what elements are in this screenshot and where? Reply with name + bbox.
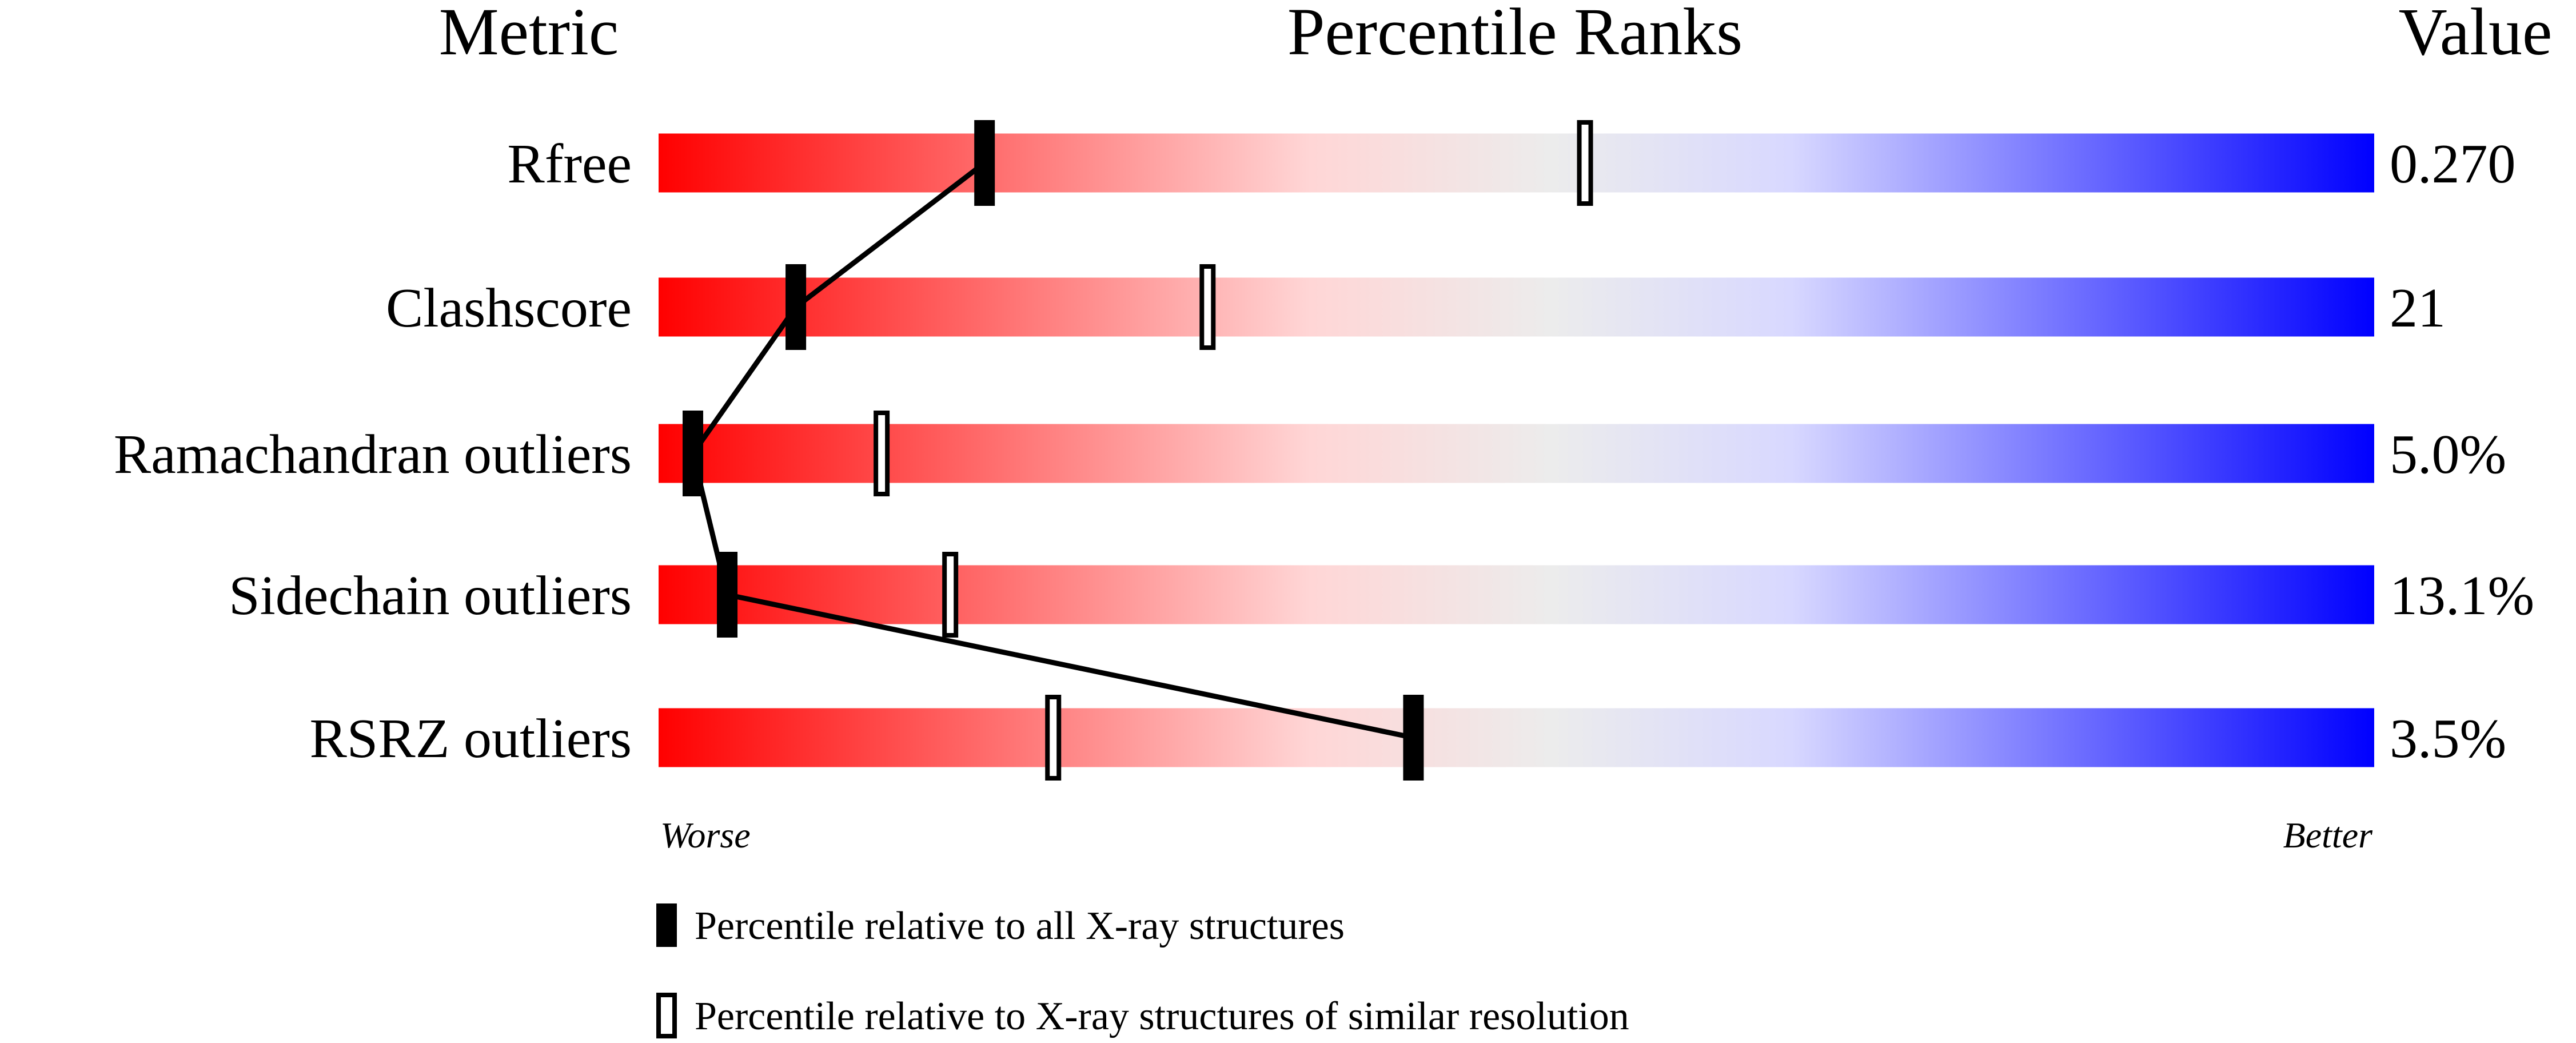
metric-value: 0.270 (2390, 133, 2516, 195)
marker-similar-resolution (942, 552, 959, 638)
marker-all-structures (974, 120, 995, 206)
axis-label-better: Better (2283, 815, 2373, 855)
percentile-bar (659, 708, 2374, 767)
metric-label: Ramachandran outliers (114, 424, 632, 485)
marker-similar-resolution (1199, 264, 1216, 350)
metric-label: Rfree (507, 133, 632, 195)
marker-similar-resolution (1045, 695, 1062, 781)
percentile-bar (659, 424, 2374, 483)
header-metric: Metric (439, 0, 619, 69)
metric-value: 13.1% (2390, 565, 2534, 627)
percentile-bar (659, 565, 2374, 624)
percentile-bar (659, 133, 2374, 193)
marker-all-structures (785, 264, 807, 350)
legend-marker-similar (656, 993, 677, 1038)
percentile-bar (659, 277, 2374, 337)
marker-all-structures (1403, 695, 1424, 781)
legend-similar: Percentile relative to X-ray structures … (695, 994, 1629, 1038)
header-value: Value (2399, 0, 2553, 69)
axis-label-worse: Worse (660, 815, 751, 855)
marker-all-structures (717, 552, 738, 638)
metric-label: Sidechain outliers (229, 565, 632, 627)
legend-all: Percentile relative to all X-ray structu… (695, 904, 1345, 948)
metric-value: 5.0% (2390, 424, 2506, 485)
metric-label: Clashscore (386, 277, 632, 339)
header-percentile: Percentile Ranks (1287, 0, 1742, 69)
metric-label: RSRZ outliers (309, 708, 632, 770)
marker-similar-resolution (874, 411, 890, 496)
metric-value: 3.5% (2390, 708, 2506, 770)
marker-similar-resolution (1577, 120, 1593, 206)
metric-value: 21 (2390, 277, 2446, 339)
marker-all-structures (683, 411, 704, 496)
legend-marker-all (656, 903, 677, 947)
